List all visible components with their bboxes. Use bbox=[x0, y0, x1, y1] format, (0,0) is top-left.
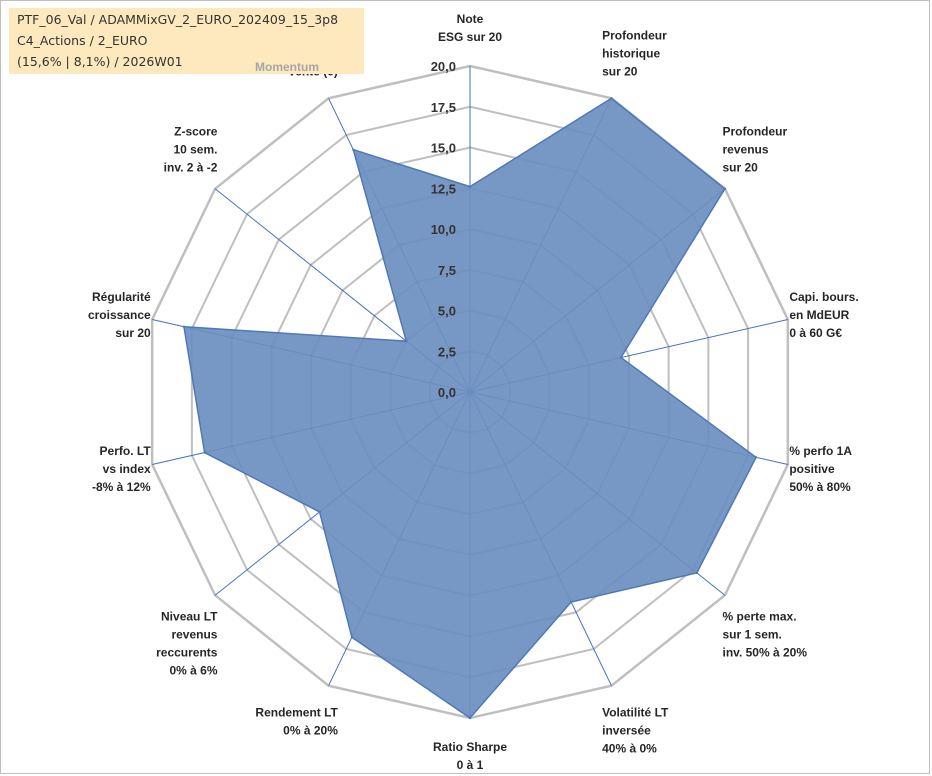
axis-label-11-line-0: Régularité bbox=[92, 290, 151, 304]
momentum-label: Momentum bbox=[255, 60, 319, 74]
axis-label-7: Ratio Sharpe 0 à 1 bbox=[433, 740, 507, 772]
axis-label-6: Volatilité LT inversée 40% à 0% bbox=[602, 706, 669, 756]
radar-tick-labels: 0,0 2,5 5,0 7,5 10,0 12,5 15,0 17,5 20,0 bbox=[431, 59, 456, 400]
axis-label-1: Profondeur historique sur 20 bbox=[602, 28, 667, 78]
data-point-10 bbox=[203, 451, 206, 454]
tick-label-8: 20,0 bbox=[431, 59, 456, 74]
axis-label-4-line-0: % perfo 1A bbox=[789, 444, 852, 458]
tick-label-1: 2,5 bbox=[438, 344, 456, 359]
tick-label-2: 5,0 bbox=[438, 304, 456, 319]
data-point-0 bbox=[468, 185, 472, 188]
axis-label-0-line-0: Note bbox=[457, 12, 484, 26]
axis-label-5-line-0: % perte max. bbox=[723, 610, 797, 624]
data-point-5 bbox=[695, 571, 699, 575]
data-point-9 bbox=[318, 510, 321, 514]
data-point-13 bbox=[352, 148, 355, 151]
axis-label-8-line-1: 0% à 20% bbox=[283, 724, 338, 738]
data-point-3 bbox=[619, 356, 623, 359]
portfolio-info-box: PTF_06_Val / ADAMMixGV_2_EURO_202409_15_… bbox=[9, 8, 364, 74]
axis-label-3-line-2: 0 à 60 G€ bbox=[789, 326, 842, 340]
svg-text:Rendement LT0% à 20%: Rendement LT 0% à 20% bbox=[255, 706, 338, 738]
info-line-stats: (15,6% | 8,1%) / 2026W01 bbox=[17, 54, 183, 69]
axis-label-7-line-0: Ratio Sharpe bbox=[433, 740, 507, 754]
tick-label-5: 12,5 bbox=[431, 181, 456, 196]
axis-label-10-line-0: Perfo. LT bbox=[100, 444, 152, 458]
radar-axis-labels: Note ESG sur 20 Profondeur historique sur 20… bbox=[88, 12, 859, 772]
axis-label-2: Profondeur revenus sur 20 bbox=[723, 124, 788, 174]
axis-label-3-line-1: en MdEUR bbox=[789, 308, 849, 322]
axis-label-1-line-1: historique bbox=[602, 46, 660, 60]
axis-label-12-line-0: Z-score bbox=[174, 124, 218, 138]
info-line-portfolio: PTF_06_Val / ADAMMixGV_2_EURO_202409_15_… bbox=[17, 12, 339, 27]
axis-label-9-line-2: reccurents bbox=[156, 646, 218, 660]
axis-label-2-line-2: sur 20 bbox=[723, 160, 759, 174]
axis-label-5-line-2: inv. 50% à 20% bbox=[723, 646, 808, 660]
axis-label-4-line-1: positive bbox=[789, 462, 835, 476]
axis-label-11-line-1: croissance bbox=[88, 308, 151, 322]
axis-label-1-line-2: sur 20 bbox=[602, 64, 638, 78]
axis-label-7-line-1: 0 à 1 bbox=[457, 758, 484, 772]
axis-label-2-line-1: revenus bbox=[723, 142, 769, 156]
axis-label-3: Capi. bours. en MdEUR 0 à 60 G€ bbox=[789, 290, 858, 340]
axis-label-2-line-0: Profondeur bbox=[723, 124, 788, 138]
info-line-category: C4_Actions / 2_EURO bbox=[17, 33, 148, 48]
tick-label-4: 10,0 bbox=[431, 222, 456, 237]
series-area bbox=[183, 97, 758, 719]
axis-label-5: % perte max. sur 1 sem. inv. 50% à 20% bbox=[723, 610, 808, 660]
tick-label-0: 0,0 bbox=[438, 385, 456, 400]
axis-label-0-line-1: ESG sur 20 bbox=[438, 30, 502, 44]
data-point-6 bbox=[569, 600, 573, 604]
axis-label-6-line-1: inversée bbox=[602, 724, 651, 738]
svg-text:% perte max.sur 1 sem.inv. 50%: % perte max. sur 1 sem. inv. 50% à 20% bbox=[723, 610, 808, 660]
tick-label-6: 15,0 bbox=[431, 141, 456, 156]
data-point-4 bbox=[754, 456, 758, 459]
tick-label-7: 17,5 bbox=[431, 100, 456, 115]
axis-label-9: Niveau LT revenus reccurents 0% à 6% bbox=[156, 610, 218, 678]
axis-label-11: Régularité croissance sur 20 bbox=[88, 290, 151, 340]
axis-label-8-line-0: Rendement LT bbox=[255, 706, 338, 720]
axis-label-5-line-1: sur 1 sem. bbox=[723, 628, 782, 642]
axis-label-6-line-0: Volatilité LT bbox=[602, 706, 669, 720]
data-point-1 bbox=[610, 97, 613, 100]
axis-label-9-line-0: Niveau LT bbox=[161, 610, 218, 624]
axis-label-12-line-1: 10 sem. bbox=[173, 142, 217, 156]
axis-label-12-line-2: inv. 2 à -2 bbox=[164, 160, 218, 174]
axis-label-1-line-0: Profondeur bbox=[602, 28, 667, 42]
axis-label-10: Perfo. LT vs index -8% à 12% bbox=[92, 444, 151, 494]
axis-label-3-line-0: Capi. bours. bbox=[789, 290, 858, 304]
radar-series bbox=[182, 97, 758, 720]
axis-label-6-line-2: 40% à 0% bbox=[602, 742, 657, 756]
tick-label-3: 7,5 bbox=[438, 263, 456, 278]
axis-label-0: Note ESG sur 20 bbox=[438, 12, 502, 44]
axis-label-11-line-2: sur 20 bbox=[115, 326, 151, 340]
axis-label-9-line-1: revenus bbox=[171, 628, 217, 642]
data-point-12 bbox=[405, 339, 408, 343]
axis-label-10-line-1: vs index bbox=[103, 462, 151, 476]
axis-label-9-line-3: 0% à 6% bbox=[169, 664, 217, 678]
data-point-11 bbox=[182, 325, 186, 328]
axis-label-12: Z-score 10 sem. inv. 2 à -2 bbox=[164, 124, 218, 174]
axis-label-4: % perfo 1A positive 50% à 80% bbox=[789, 444, 852, 494]
data-point-8 bbox=[350, 636, 354, 639]
axis-label-4-line-2: 50% à 80% bbox=[789, 480, 851, 494]
data-point-7 bbox=[468, 716, 472, 720]
data-point-2 bbox=[723, 187, 727, 190]
axis-label-8: Rendement LT 0% à 20% bbox=[255, 706, 338, 738]
axis-label-10-line-2: -8% à 12% bbox=[92, 480, 151, 494]
